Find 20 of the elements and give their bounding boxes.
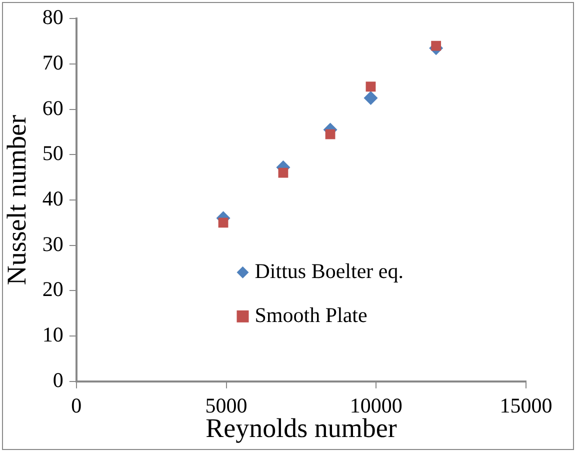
y-tick-label: 60 — [42, 96, 64, 120]
y-tick-label: 50 — [42, 141, 64, 166]
y-tick-label: 20 — [42, 277, 64, 302]
y-tick-label: 0 — [52, 368, 64, 392]
y-tick-label: 80 — [42, 5, 64, 30]
x-tick-label: 15000 — [500, 394, 552, 418]
point — [278, 168, 288, 178]
y-axis-title: Nusselt number — [1, 114, 32, 286]
point — [366, 82, 376, 92]
x-tick-label: 0 — [71, 394, 82, 418]
point — [364, 90, 378, 105]
y-tick-label: 10 — [42, 322, 64, 347]
point — [218, 218, 228, 228]
y-tick-label: 40 — [42, 186, 64, 211]
legend-label: Dittus Boelter eq. — [254, 258, 404, 283]
y-tick-label: 70 — [42, 50, 64, 74]
point — [325, 129, 336, 140]
y-tick-label: 30 — [42, 232, 64, 256]
point — [431, 40, 442, 51]
legend-label: Smooth Plate — [254, 302, 368, 327]
